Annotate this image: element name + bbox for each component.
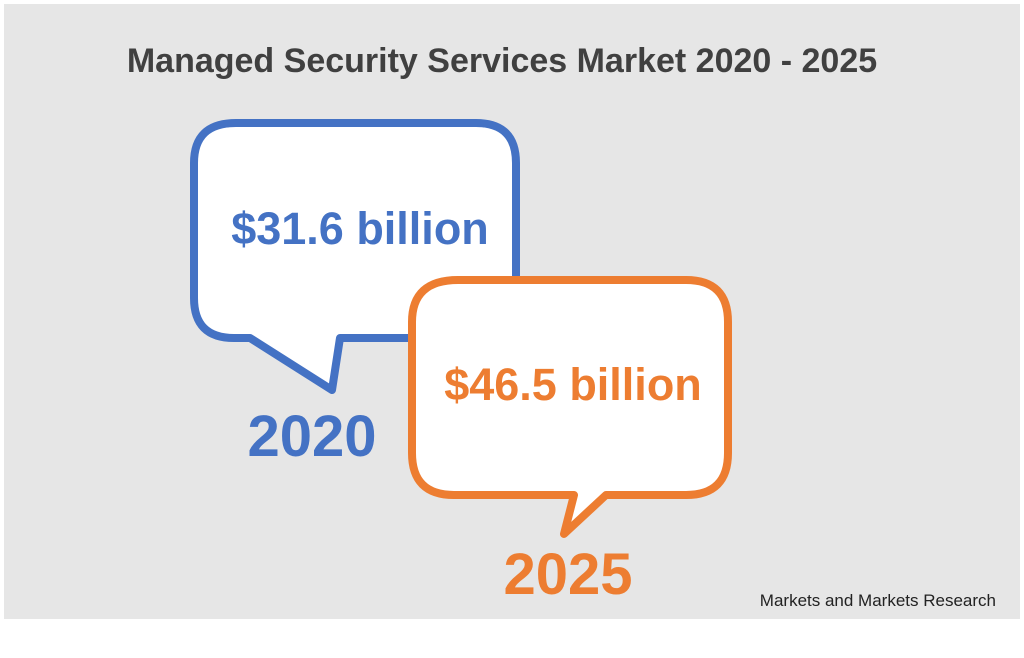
year-label-2020: 2020 [247, 404, 376, 469]
year-label-2025: 2025 [503, 542, 632, 607]
value-label-2025: $46.5 billion [444, 359, 702, 410]
source-label: Markets and Markets Research [760, 591, 996, 610]
bubble-2025 [408, 276, 732, 538]
chart-title: Managed Security Services Market 2020 - … [127, 42, 877, 80]
value-label-2020: $31.6 billion [231, 203, 489, 254]
